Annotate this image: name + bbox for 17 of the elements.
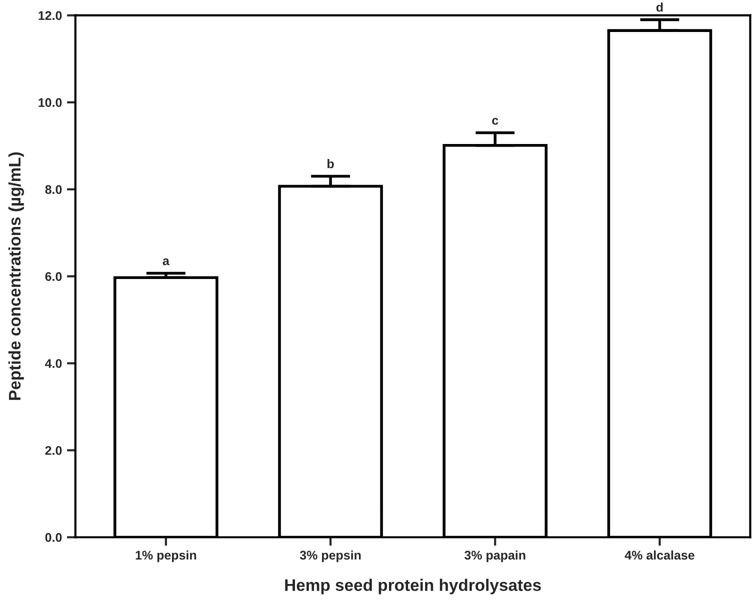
x-tick-label: 1% pepsin <box>136 550 196 562</box>
y-tick-label: 4.0 <box>45 359 62 368</box>
annotation: a <box>162 258 170 266</box>
annotation: c <box>492 118 498 125</box>
y-tick-label: 8.0 <box>45 185 62 194</box>
y-tick-label: 0.0 <box>45 533 62 542</box>
y-tick-label: 2.0 <box>45 446 62 455</box>
y-axis-title: Peptide concentrations (µg/mL) <box>8 152 24 400</box>
y-tick-label: 6.0 <box>45 272 62 281</box>
x-tick-label: 3% papain <box>464 550 526 562</box>
annotation: b <box>328 159 334 168</box>
x-axis-title: Hemp seed protein hydrolysates <box>285 578 541 594</box>
annotation: d <box>656 2 663 12</box>
x-tick-label: 4% alcalase <box>624 550 694 560</box>
y-tick-label: 10.0 <box>38 98 62 107</box>
y-tick-label: 12.0 <box>38 11 62 20</box>
x-tick-label: 3% pepsin <box>300 550 361 562</box>
